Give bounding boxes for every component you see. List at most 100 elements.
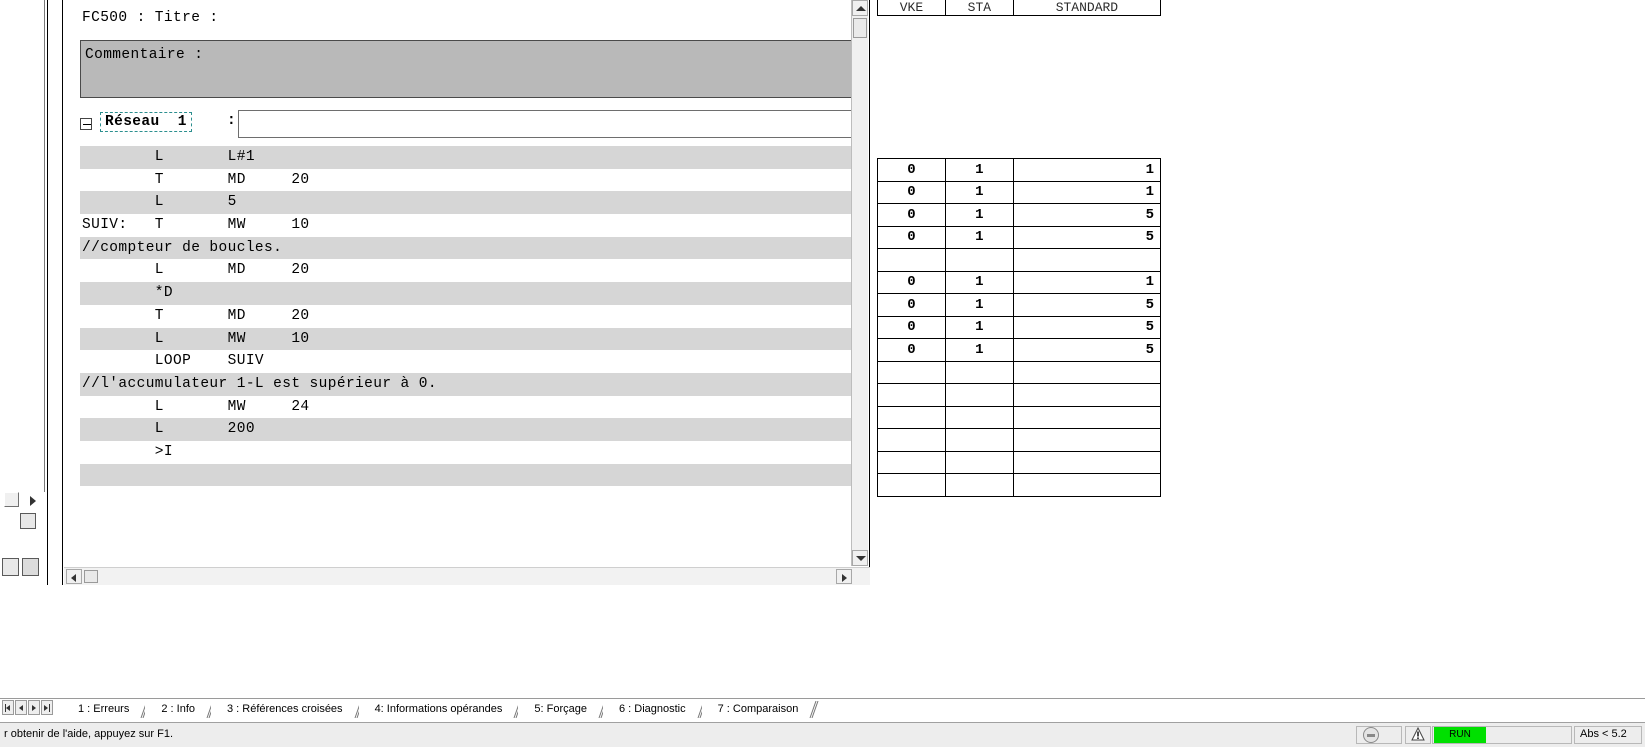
left-dock-strip bbox=[0, 0, 48, 585]
status-table-row-empty[interactable] bbox=[877, 248, 1162, 271]
tab-erreurs[interactable]: 1 : Erreurs bbox=[62, 699, 150, 720]
block-comment-label: Commentaire : bbox=[85, 47, 204, 63]
status-cell-run[interactable]: RUN bbox=[1432, 726, 1572, 744]
dock-button-three[interactable] bbox=[2, 558, 19, 576]
status-table-row[interactable] bbox=[877, 473, 1162, 497]
cell-standard: 1 bbox=[1012, 180, 1162, 204]
dock-button-one[interactable] bbox=[4, 492, 19, 507]
status-table-gap bbox=[878, 60, 1161, 82]
tab-label: 4: Informations opérandes bbox=[374, 703, 503, 715]
tab-label: 5: Forçage bbox=[534, 703, 587, 715]
cell-vke: 0 bbox=[877, 158, 946, 182]
code-line[interactable]: >I bbox=[82, 443, 174, 460]
code-line[interactable]: L MD 20 bbox=[82, 262, 310, 279]
tab-comparaison[interactable]: 7 : Comparaison bbox=[701, 699, 819, 720]
code-line[interactable]: L MW 24 bbox=[82, 398, 310, 415]
cell-sta: 1 bbox=[944, 270, 1014, 294]
code-line[interactable]: T MD 20 bbox=[82, 307, 310, 324]
code-line[interactable]: L 5 bbox=[80, 191, 852, 215]
network-colon: : bbox=[227, 113, 237, 129]
status-table-gap bbox=[878, 104, 1161, 126]
status-monitor-pane: VKE STA STANDARD 0 1 1 0 bbox=[871, 0, 1162, 585]
tab-label: 3 : Références croisées bbox=[227, 703, 343, 715]
code-line[interactable]: T MD 20 bbox=[82, 171, 310, 188]
code-line[interactable]: L MW 10 bbox=[80, 327, 852, 351]
code-line[interactable]: LOOP SUIV bbox=[82, 353, 265, 370]
block-comment-box[interactable]: Commentaire : bbox=[80, 40, 852, 98]
network-header-row: Réseau 1 : bbox=[80, 110, 852, 140]
cell-sta bbox=[944, 360, 1014, 384]
run-indicator: RUN bbox=[1434, 727, 1486, 743]
scroll-up-icon[interactable] bbox=[852, 0, 868, 16]
tab-label: 7 : Comparaison bbox=[717, 703, 799, 715]
status-cell-network[interactable] bbox=[1356, 726, 1402, 744]
tab-separator-icon bbox=[809, 701, 819, 718]
code-line[interactable]: *D bbox=[80, 282, 852, 305]
status-table-row[interactable] bbox=[877, 383, 1162, 407]
cell-standard: 5 bbox=[1012, 338, 1162, 362]
status-table-row[interactable]: 0 1 1 bbox=[877, 270, 1162, 294]
scroll-right-icon[interactable] bbox=[836, 569, 852, 584]
editor-horizontal-scrollbar[interactable] bbox=[64, 567, 870, 585]
cell-sta: 1 bbox=[944, 315, 1014, 339]
network-label[interactable]: Réseau 1 bbox=[100, 112, 192, 132]
editor-vertical-scrollbar[interactable] bbox=[851, 0, 868, 566]
tab-nav-last-button[interactable] bbox=[41, 700, 53, 715]
tab-nav-next-button[interactable] bbox=[28, 700, 40, 715]
code-line[interactable]: L L#1 bbox=[80, 146, 852, 169]
tab-label: 1 : Erreurs bbox=[78, 703, 130, 715]
status-hint-text: r obtenir de l'aide, appuyez sur F1. bbox=[4, 728, 174, 740]
cell-sta: 1 bbox=[944, 293, 1014, 317]
status-table-row[interactable]: 0 1 5 bbox=[877, 293, 1162, 317]
tab-nav-first-button[interactable] bbox=[2, 700, 14, 715]
cell-sta bbox=[944, 248, 1014, 271]
status-table-row[interactable]: 0 1 5 bbox=[877, 338, 1162, 362]
tab-bar-top-rule bbox=[0, 698, 1645, 699]
status-table-header: VKE STA STANDARD bbox=[877, 0, 1162, 16]
code-line[interactable]: SUIV: T MW 10 bbox=[82, 217, 310, 234]
code-line-list[interactable]: L L#1 T MD 20 L 5 SUIV: T MW 10 //compte… bbox=[80, 146, 852, 487]
scroll-down-icon[interactable] bbox=[852, 550, 868, 566]
network-title-input[interactable] bbox=[238, 110, 852, 138]
cell-standard: 1 bbox=[1012, 270, 1162, 294]
cell-vke bbox=[877, 360, 946, 384]
tab-diagnostic[interactable]: 6 : Diagnostic bbox=[602, 699, 707, 720]
status-cell-warning[interactable] bbox=[1405, 726, 1431, 744]
code-line[interactable] bbox=[80, 463, 852, 487]
scroll-left-icon[interactable] bbox=[66, 569, 82, 584]
editor-vscroll-thumb[interactable] bbox=[853, 18, 867, 38]
status-table-row[interactable]: 0 1 5 bbox=[877, 315, 1162, 339]
tab-label: 6 : Diagnostic bbox=[618, 703, 686, 715]
dock-button-four[interactable] bbox=[22, 558, 39, 576]
collapse-network-icon[interactable] bbox=[80, 118, 92, 130]
cell-standard: 5 bbox=[1012, 315, 1162, 339]
tab-forcage[interactable]: 5: Forçage bbox=[518, 699, 608, 720]
status-table-row[interactable] bbox=[877, 428, 1162, 452]
stl-code-editor-content[interactable]: FC500 : Titre : Commentaire : Réseau 1 :… bbox=[64, 0, 854, 566]
status-table-row[interactable] bbox=[877, 405, 1162, 429]
code-line-comment[interactable]: //compteur de boucles. bbox=[80, 236, 852, 260]
code-line-comment[interactable]: //l'accumulateur 1-L est supérieur à 0. bbox=[80, 372, 852, 396]
cell-standard: 1 bbox=[1012, 158, 1162, 182]
status-table-row[interactable]: 0 1 1 bbox=[877, 180, 1162, 204]
tab-nav-prev-button[interactable] bbox=[15, 700, 27, 715]
dock-button-two[interactable] bbox=[20, 513, 36, 529]
cell-vke: 0 bbox=[877, 338, 946, 362]
status-table-row[interactable]: 0 1 5 bbox=[877, 225, 1162, 249]
cell-sta: 1 bbox=[944, 225, 1014, 249]
status-cell-abs[interactable]: Abs < 5.2 bbox=[1574, 726, 1642, 744]
block-title-line: FC500 : Titre : bbox=[82, 10, 219, 26]
editor-hscroll-thumb[interactable] bbox=[84, 570, 98, 583]
cell-sta: 1 bbox=[944, 180, 1014, 204]
tab-info[interactable]: 2 : Info bbox=[145, 699, 216, 720]
cell-vke: 0 bbox=[877, 180, 946, 204]
dock-expand-arrow-icon[interactable] bbox=[30, 496, 36, 506]
tab-informations-operandes[interactable]: 4: Informations opérandes bbox=[358, 699, 523, 720]
status-table-row[interactable]: 0 1 1 bbox=[877, 158, 1162, 182]
status-table-row[interactable] bbox=[877, 450, 1162, 474]
status-table-row[interactable] bbox=[877, 360, 1162, 384]
tab-references-croisees[interactable]: 3 : Références croisées bbox=[211, 699, 364, 720]
cell-vke: 0 bbox=[877, 315, 946, 339]
code-line[interactable]: L 200 bbox=[80, 418, 852, 441]
status-table-row[interactable]: 0 1 5 bbox=[877, 203, 1162, 227]
